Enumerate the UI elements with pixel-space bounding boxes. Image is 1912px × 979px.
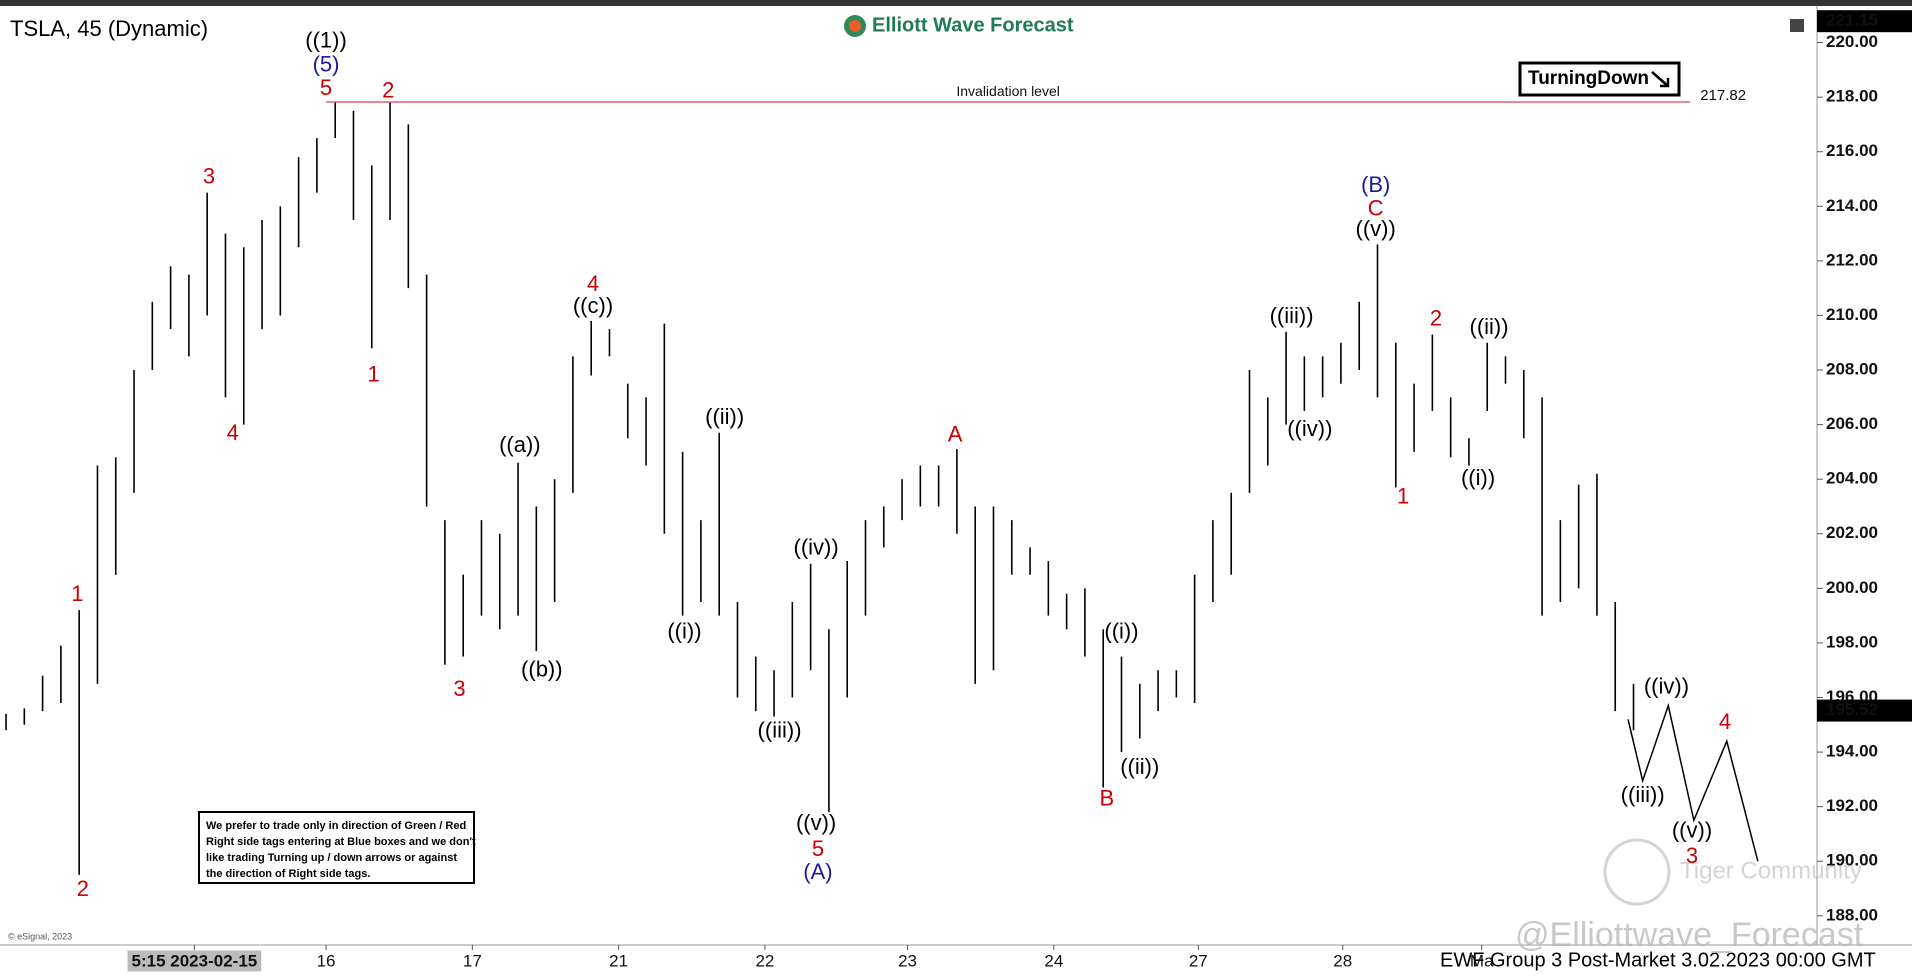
- community: Tiger Community: [1680, 857, 1862, 884]
- y-tick-label: 198.00: [1826, 632, 1878, 651]
- wave-label: C: [1368, 195, 1384, 220]
- y-tick-label: 212.00: [1826, 250, 1878, 269]
- wave-label: B: [1100, 786, 1115, 811]
- wave-label: (5): [313, 52, 340, 77]
- wave-label: ((i)): [667, 619, 701, 644]
- panel-icon: [1790, 19, 1804, 32]
- disclaimer-line: the direction of Right side tags.: [206, 868, 370, 880]
- wave-label: 2: [382, 77, 394, 102]
- wave-label: 1: [1397, 483, 1409, 508]
- x-tick-label: 17: [463, 951, 482, 970]
- logo-icon-inner: [849, 20, 861, 32]
- disclaimer-box: We prefer to trade only in direction of …: [198, 811, 476, 884]
- wave-label: ((ii)): [705, 404, 744, 429]
- y-tick-label: 214.00: [1826, 196, 1878, 215]
- top-border: [0, 0, 1912, 6]
- invalidation-label: Invalidation level: [956, 83, 1060, 99]
- chart-title: TSLA, 45 (Dynamic): [10, 16, 208, 41]
- wave-label: ((a)): [499, 432, 541, 457]
- wave-label: ((i)): [1461, 465, 1495, 490]
- y-tick-label: 218.00: [1826, 87, 1878, 106]
- wave-label: ((1)): [305, 27, 347, 52]
- y-tick-label: 206.00: [1826, 414, 1878, 433]
- credit: © eSignal, 2023: [8, 931, 72, 941]
- wave-label: 3: [1686, 843, 1698, 868]
- community-icon: [1603, 838, 1671, 906]
- top-price-box: [1817, 10, 1912, 33]
- y-tick-label: 194.00: [1826, 742, 1878, 761]
- wave-label: ((v)): [1672, 818, 1712, 843]
- wave-label: ((i)): [1104, 619, 1138, 644]
- wave-label: ((iii)): [1270, 303, 1314, 328]
- disclaimer-line: like trading Turning up / down arrows or…: [206, 852, 457, 864]
- y-tick-label: 190.00: [1826, 851, 1878, 870]
- y-tick-label: 200.00: [1826, 578, 1878, 597]
- x-tick-label: 27: [1189, 951, 1208, 970]
- top-price-label: 221.15: [1826, 11, 1878, 30]
- logo: Elliott Wave Forecast: [844, 14, 1074, 37]
- community-mark: Tiger Community: [1603, 838, 1862, 906]
- x-tick-highlight: [127, 950, 262, 972]
- disclaimer-frame: [198, 811, 475, 884]
- x-tick-label: 21: [609, 951, 628, 970]
- disclaimer-line: We prefer to trade only in direction of …: [206, 820, 466, 832]
- wave-label: 1: [367, 361, 379, 386]
- badge: TurningDown: [1518, 61, 1681, 97]
- x-tick-label: 5:15 2023-02-15: [132, 951, 258, 970]
- wave-label: A: [948, 421, 963, 446]
- x-tick-label: 24: [1044, 951, 1063, 970]
- badge-text: TurningDown: [1528, 68, 1649, 89]
- y-tick-label: 192.00: [1826, 796, 1878, 815]
- last-price-box: [1817, 699, 1912, 722]
- badge-box: [1518, 61, 1681, 97]
- y-tick-label: 208.00: [1826, 360, 1878, 379]
- x-tick-label: 28: [1333, 951, 1352, 970]
- wave-label: ((ii)): [1470, 314, 1509, 339]
- y-tick-label: 210.00: [1826, 305, 1878, 324]
- last-price-label: 195.52: [1826, 700, 1878, 719]
- wave-label: (A): [803, 859, 832, 884]
- wave-label: 2: [77, 876, 89, 901]
- projection-path: [1627, 702, 1759, 862]
- wave-label: 4: [227, 420, 239, 445]
- wave-label: 1: [71, 581, 83, 606]
- x-tick-label: 16: [317, 951, 336, 970]
- watermark: @Elliottwave_Forecast: [1515, 916, 1864, 954]
- wave-label: 2: [1430, 305, 1442, 330]
- y-tick-label: 220.00: [1826, 32, 1878, 51]
- wave-label: (B): [1361, 172, 1390, 197]
- wave-label: ((iii)): [1621, 782, 1665, 807]
- wave-label: ((ii)): [1120, 754, 1159, 779]
- disclaimer-line: Right side tags entering at Blue boxes a…: [206, 836, 476, 848]
- x-tick-label: Ma: [1470, 951, 1494, 970]
- y-tick-label: 188.00: [1826, 905, 1878, 924]
- wave-label: 3: [453, 676, 465, 701]
- y-tick-label: 216.00: [1826, 141, 1878, 160]
- y-tick-label: 202.00: [1826, 523, 1878, 542]
- y-tick-label: 204.00: [1826, 469, 1878, 488]
- x-tick-label: 22: [755, 951, 774, 970]
- wave-label: ((iv)): [1644, 673, 1689, 698]
- wave-label: ((iv)): [1287, 416, 1332, 441]
- brand: Elliott Wave Forecast: [872, 14, 1074, 36]
- wave-label: ((iv)): [794, 535, 839, 560]
- badge-arrow: [1651, 71, 1670, 88]
- wave-label: 4: [1719, 709, 1731, 734]
- wave-label: 4: [587, 271, 599, 296]
- wave-label: ((c)): [573, 293, 613, 318]
- wave-label: 3: [203, 164, 215, 189]
- x-tick-label: 23: [898, 951, 917, 970]
- wave-label: ((b)): [521, 657, 563, 682]
- invalidation-value: 217.82: [1700, 87, 1746, 104]
- wave-label: ((iii)): [758, 717, 802, 742]
- wave-label: 5: [320, 75, 332, 100]
- footer: EWF Group 3 Post-Market 3.02.2023 00:00 …: [1440, 949, 1876, 971]
- wave-label: 5: [812, 836, 824, 861]
- wave-label: ((v)): [1356, 216, 1396, 241]
- wave-label: ((v)): [796, 810, 836, 835]
